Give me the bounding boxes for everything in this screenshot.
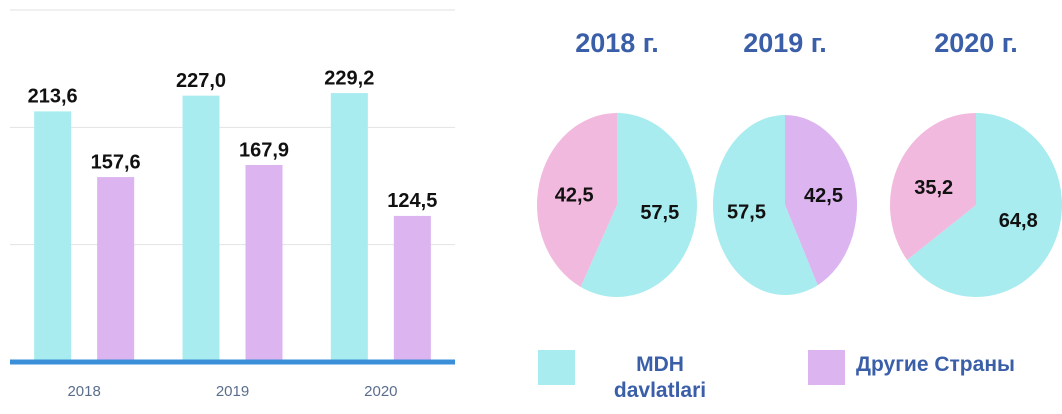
- pie-title: 2018 г.: [575, 28, 659, 58]
- data-label: 124,5: [387, 190, 437, 212]
- data-label: 213,6: [28, 86, 78, 108]
- bar: [97, 177, 135, 362]
- data-label: 167,9: [239, 139, 289, 161]
- bar: [245, 164, 283, 362]
- legend-swatch: [538, 350, 575, 385]
- data-label: 157,6: [91, 151, 141, 173]
- pie-title: 2019 г.: [743, 28, 827, 58]
- bar: [182, 95, 220, 363]
- data-label: 227,0: [176, 70, 226, 92]
- data-label: 64,8: [999, 210, 1038, 232]
- legend-label: MDH davlatlari: [613, 353, 707, 402]
- x-tick-label: 2020: [364, 383, 397, 400]
- pie-title: 2020 г.: [934, 28, 1018, 58]
- pie-slice: [889, 113, 976, 261]
- pie-slice: [785, 115, 858, 286]
- legend-label: Другие Страны: [856, 353, 1015, 376]
- bar: [393, 215, 431, 362]
- bar: [330, 93, 368, 363]
- legend-swatch: [808, 350, 845, 385]
- pie-slice: [537, 113, 617, 287]
- data-label: 229,2: [324, 67, 374, 89]
- x-tick-label: 2018: [67, 383, 100, 400]
- pie-slice: [713, 115, 818, 295]
- pie-slice: [907, 113, 1062, 297]
- data-label: 42,5: [804, 185, 843, 207]
- data-label: 35,2: [914, 177, 953, 199]
- data-label: 57,5: [640, 202, 679, 224]
- x-tick-label: 2019: [216, 383, 249, 400]
- bar: [34, 111, 72, 362]
- data-label: 57,5: [727, 202, 766, 224]
- data-label: 42,5: [555, 185, 594, 207]
- pie-slice: [580, 113, 698, 297]
